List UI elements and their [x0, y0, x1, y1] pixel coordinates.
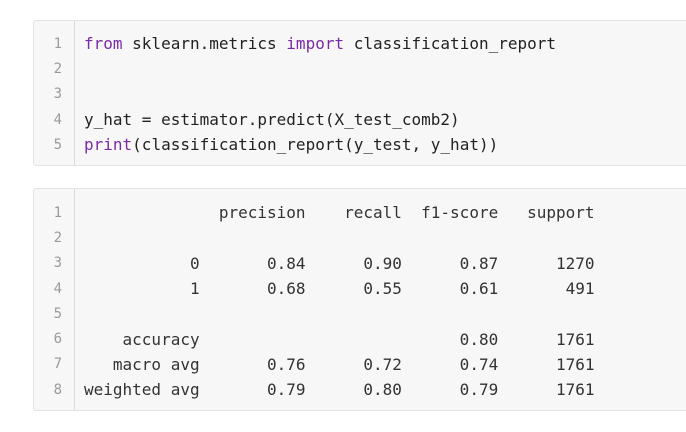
code-line[interactable]: 3	[34, 82, 686, 107]
code-line[interactable]: 1 from sklearn.metrics import classificat…	[34, 31, 686, 56]
code-lines: 1 from sklearn.metrics import classificat…	[34, 31, 686, 157]
code-token: sklearn.metrics	[122, 34, 287, 54]
code-line[interactable]: 5 print(classification_report(y_test, y_h…	[34, 132, 686, 157]
line-number: 4	[53, 280, 62, 297]
output-line: 6 accuracy 0.80 1761	[34, 326, 686, 351]
code-token: (classification_report(y_test, y_hat))	[132, 135, 499, 155]
output-lines: 1 precision recall f1-score support 2 3 0 …	[34, 200, 686, 402]
line-number: 6	[53, 331, 62, 348]
output-line: 7 macro avg 0.76 0.72 0.74 1761	[34, 352, 686, 377]
line-number: 1	[53, 204, 62, 221]
line-number: 4	[53, 111, 62, 128]
output-line: 8 weighted avg 0.79 0.80 0.79 1761	[34, 377, 686, 402]
code-cell[interactable]: 1 from sklearn.metrics import classificat…	[33, 20, 686, 166]
output-text: 1 0.68 0.55 0.61 491	[84, 279, 595, 299]
code-token: classification_report	[344, 34, 557, 54]
keyword-token: import	[286, 34, 345, 54]
gutter-divider	[74, 21, 75, 165]
line-number: 3	[53, 255, 62, 272]
code-text: y_hat = estimator.predict(X_test_comb2)	[72, 110, 460, 129]
builtin-token: print	[84, 135, 133, 155]
output-text: 0 0.84 0.90 0.87 1270	[84, 253, 595, 273]
line-number: 2	[53, 60, 62, 77]
code-text: print(classification_report(y_test, y_ha…	[72, 135, 498, 154]
code-line[interactable]: 4 y_hat = estimator.predict(X_test_comb2)	[34, 107, 686, 132]
line-number: 3	[53, 86, 62, 103]
line-number: 2	[53, 229, 62, 246]
line-number: 5	[53, 136, 62, 153]
line-number: 1	[53, 35, 62, 52]
keyword-token: from	[84, 34, 123, 54]
code-token: y_hat = estimator.predict(X_test_comb2)	[84, 110, 460, 130]
output-text: accuracy 0.80 1761	[84, 329, 595, 349]
output-line: 5	[34, 301, 686, 326]
output-text: precision recall f1-score support	[84, 203, 595, 223]
output-text: weighted avg 0.79 0.80 0.79 1761	[84, 380, 595, 400]
gutter-divider	[74, 189, 75, 410]
line-number: 8	[53, 381, 62, 398]
code-text: from sklearn.metrics import classificati…	[72, 34, 556, 53]
output-line: 3 0 0.84 0.90 0.87 1270	[34, 251, 686, 276]
output-line: 1 precision recall f1-score support	[34, 200, 686, 225]
code-line[interactable]: 2	[34, 56, 686, 81]
output-text: macro avg 0.76 0.72 0.74 1761	[84, 354, 595, 374]
output-cell: 1 precision recall f1-score support 2 3 0 …	[33, 188, 686, 411]
output-line: 2	[34, 225, 686, 250]
output-line: 4 1 0.68 0.55 0.61 491	[34, 276, 686, 301]
line-number: 5	[53, 305, 62, 322]
line-number: 7	[53, 356, 62, 373]
